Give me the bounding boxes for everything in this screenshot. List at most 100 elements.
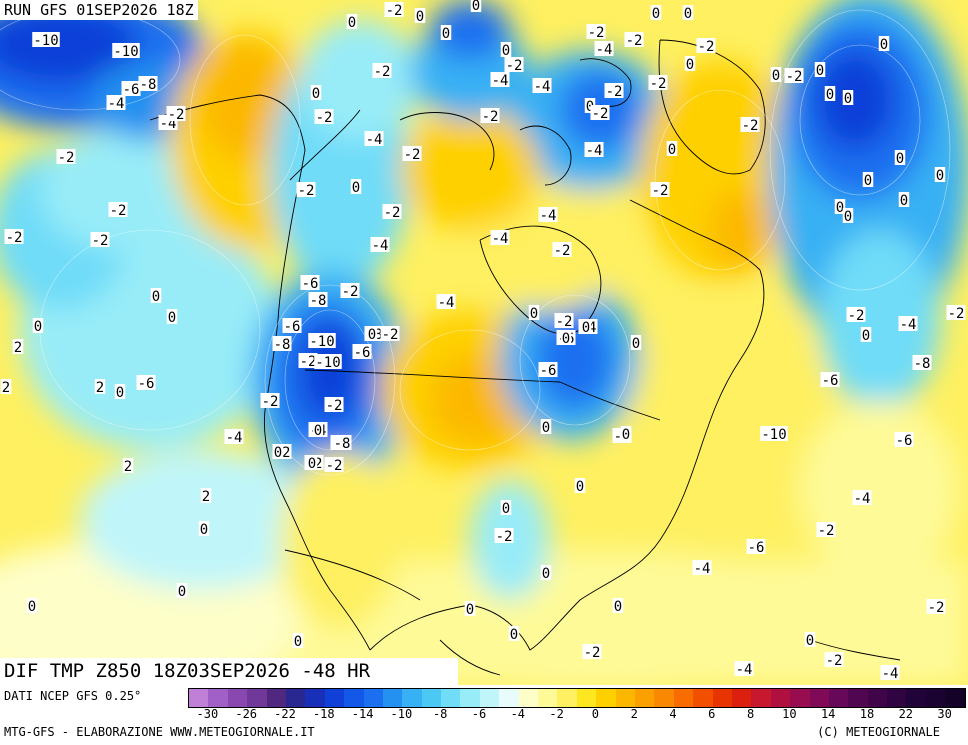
value-label-bg (136, 375, 156, 390)
value-label-bg (540, 565, 552, 580)
value-label-bg (824, 652, 844, 667)
value-label: 0 (816, 63, 824, 79)
value-label: 0 (510, 627, 518, 643)
value-label: -2 (588, 25, 605, 41)
color-scale-tick-label: -6 (471, 707, 487, 721)
anomaly-field (0, 0, 968, 685)
color-scale-tick-label: 30 (937, 707, 952, 721)
value-label: 0 (178, 584, 186, 600)
color-scale-tick-label: -26 (235, 707, 258, 721)
value-label-bg (912, 355, 932, 370)
value-label-bg (620, 426, 632, 441)
value-label: -4 (108, 96, 125, 112)
value-label: -4 (492, 73, 509, 89)
value-label: -6 (138, 376, 155, 392)
value-label: 0 (562, 331, 570, 347)
value-label: -2 (818, 523, 835, 539)
color-swatch (247, 689, 267, 707)
value-label-bg (612, 598, 624, 613)
value-label: -6 (896, 433, 913, 449)
copyright-label: (C) METEOGIORNALE (817, 725, 940, 739)
value-label: 2 (96, 380, 104, 396)
color-swatch (266, 689, 286, 707)
value-label: -2 (496, 529, 513, 545)
value-label-bg (894, 150, 906, 165)
value-label: 0 (684, 6, 692, 22)
value-label: -4 (854, 491, 871, 507)
value-label: -2 (652, 183, 669, 199)
value-label: 0 (308, 456, 316, 472)
value-label: 0 (466, 602, 474, 618)
value-label-bg (666, 141, 678, 156)
value-label: 0 (836, 200, 844, 216)
color-swatch (324, 689, 345, 707)
value-label: -2 (626, 33, 643, 49)
color-swatch (693, 689, 713, 707)
value-label-bg (504, 57, 524, 72)
value-label: -4 (226, 430, 243, 446)
value-label-bg (198, 521, 210, 536)
value-label-bg (540, 419, 552, 434)
value-label-bg (176, 583, 188, 598)
value-label: 0 (348, 15, 356, 31)
value-label: -4 (694, 561, 711, 577)
value-label-bg (314, 354, 342, 369)
color-scale-tick-label: -22 (274, 707, 296, 721)
value-label-bg (538, 207, 558, 222)
color-swatch (285, 689, 306, 707)
color-swatch (925, 689, 946, 707)
color-swatch (227, 689, 248, 707)
value-label-bg (480, 108, 500, 123)
panel-title: DIF TMP Z850 18Z03SEP2026 -48 HR (0, 658, 458, 685)
value-label-bg (314, 109, 334, 124)
value-label: -2 (298, 183, 315, 199)
value-label: -4 (540, 208, 557, 224)
run-title: RUN GFS 01SEP2026 18Z (0, 0, 198, 20)
value-label-bg (490, 230, 510, 245)
value-label: -4 (534, 79, 551, 95)
color-scale-tick-label: -30 (196, 707, 219, 721)
value-label: -4 (596, 42, 613, 58)
color-swatch (557, 689, 577, 707)
value-label: 0 (502, 43, 510, 59)
value-label: -2 (506, 58, 523, 74)
value-label: 0 (586, 99, 594, 115)
value-label-bg (804, 632, 816, 647)
value-label: 0 (294, 634, 302, 650)
color-swatch (770, 689, 791, 707)
color-swatch (402, 689, 422, 707)
value-label: -10 (33, 33, 58, 49)
value-label-bg (332, 435, 352, 450)
value-label-bg (934, 167, 946, 182)
value-label-bg (26, 598, 38, 613)
value-label: 0 (576, 479, 584, 495)
color-swatch (305, 689, 325, 707)
color-swatch (906, 689, 926, 707)
value-label-bg (574, 478, 586, 493)
value-label-bg (372, 63, 392, 78)
value-label: -8 (140, 77, 157, 93)
value-label: -4 (492, 231, 509, 247)
value-label-bg (112, 43, 140, 58)
value-label-bg (312, 422, 324, 437)
value-label: 2 (124, 459, 132, 475)
value-label-bg (272, 336, 292, 351)
value-label-bg (200, 488, 212, 503)
value-label: -2 (948, 306, 965, 322)
source-label: DATI NCEP GFS 0.25° (4, 689, 142, 703)
value-label-bg (402, 146, 422, 161)
color-scale-bar (188, 688, 966, 708)
value-label: -2 (742, 118, 759, 134)
value-label-bg (382, 204, 402, 219)
color-swatch (576, 689, 597, 707)
color-scale-tick-label: 0 (591, 707, 600, 721)
value-label-bg (784, 68, 804, 83)
color-swatch (518, 689, 539, 707)
value-label-bg (842, 90, 854, 105)
color-swatch (712, 689, 732, 707)
value-label-bg (32, 318, 44, 333)
color-scale-tick-label: -2 (549, 707, 564, 721)
value-label-bg (494, 528, 514, 543)
value-label-bg (464, 601, 476, 616)
value-label-bg (324, 397, 344, 412)
